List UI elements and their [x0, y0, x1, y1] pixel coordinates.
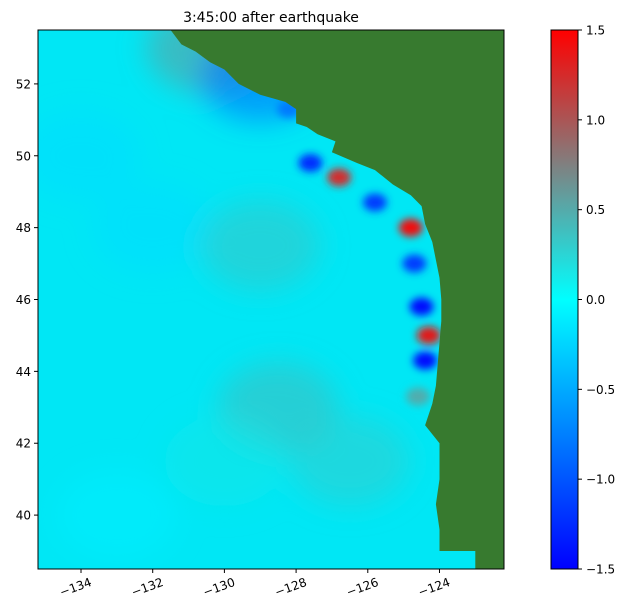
water-level-16 — [416, 326, 441, 345]
water-level-13 — [398, 218, 423, 237]
water-level-5 — [289, 416, 410, 507]
y-tick-label-1: 42 — [16, 437, 31, 451]
y-tick-label-0: 40 — [16, 509, 31, 523]
water-level-6 — [56, 470, 177, 561]
land-region-0 — [170, 30, 504, 569]
colorbar-tick-label-6: 1.5 — [586, 24, 605, 38]
land-mask — [170, 30, 504, 569]
x-tick-label-2: −130 — [201, 575, 237, 599]
plot-area — [38, 30, 504, 569]
x-tick-label-5: −124 — [416, 575, 452, 599]
water-level-10 — [298, 153, 323, 172]
x-tick-label-1: −132 — [129, 575, 165, 599]
x-axis: −134 −132 −130 −128 −126 −124 — [58, 569, 452, 599]
y-tick-label-4: 48 — [16, 221, 31, 235]
colorbar-tick-label-4: 0.5 — [586, 203, 605, 217]
x-tick-label-4: −126 — [345, 575, 381, 599]
water-level-12 — [362, 193, 387, 212]
water-level-18 — [405, 387, 430, 406]
water-level-15 — [409, 297, 434, 316]
water-level-0 — [38, 110, 141, 201]
colorbar-axis: −1.5 −1.0 −0.5 0.0 0.5 1.0 1.5 — [578, 24, 615, 577]
colorbar-tick-label-1: −1.0 — [586, 473, 615, 487]
colorbar — [550, 29, 579, 570]
water-level-4 — [164, 416, 285, 507]
colorbar-tick-label-3: 0.0 — [586, 293, 605, 307]
x-tick-label-0: −134 — [58, 575, 94, 599]
colorbar-tick-label-0: −1.5 — [586, 563, 615, 577]
coastal-water-levels — [276, 100, 441, 406]
water-level-1 — [92, 182, 213, 273]
colorbar-tick-label-5: 1.0 — [586, 113, 605, 127]
colorbar-tick-label-2: −0.5 — [586, 383, 615, 397]
y-tick-label-5: 50 — [16, 149, 31, 163]
y-axis: 40 42 44 46 48 50 52 — [16, 77, 38, 523]
water-level-14 — [402, 254, 427, 273]
y-tick-label-2: 44 — [16, 365, 31, 379]
x-tick-label-3: −128 — [273, 575, 309, 599]
y-tick-label-6: 52 — [16, 77, 31, 91]
water-level-17 — [413, 351, 438, 370]
chart-title: 3:45:00 after earthquake — [183, 10, 359, 26]
water-level-11 — [327, 168, 352, 187]
water-level-2 — [200, 200, 321, 291]
y-tick-label-3: 46 — [16, 293, 31, 307]
